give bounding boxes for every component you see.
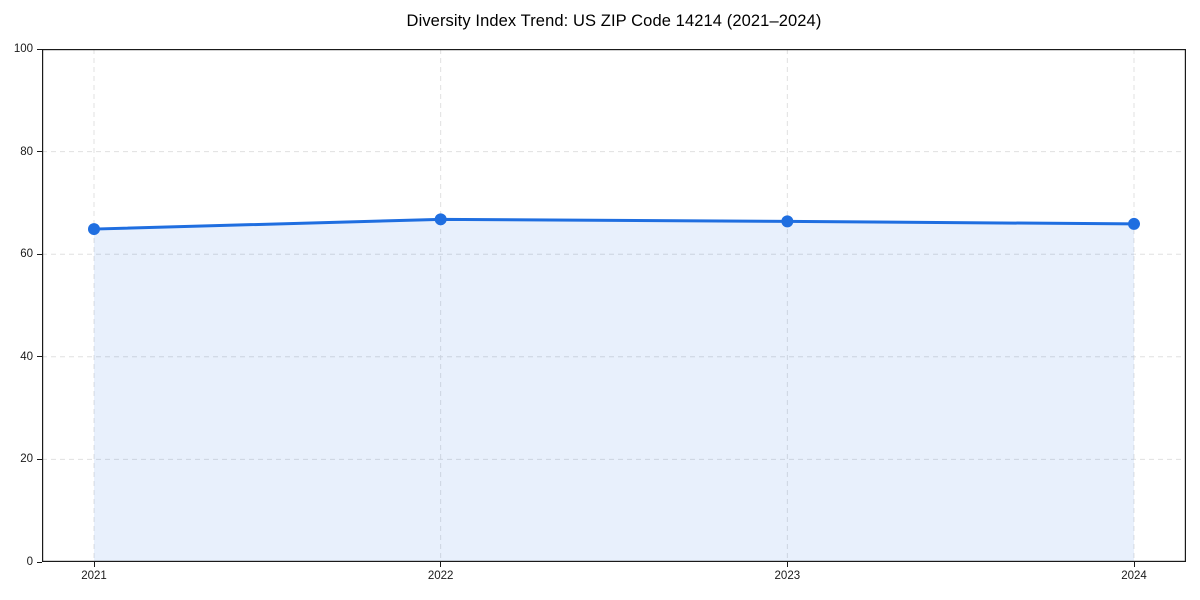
y-tick-label: 100 (13, 43, 33, 55)
y-tick-mark (37, 48, 42, 50)
x-tick-label: 2023 (774, 570, 801, 582)
area-fill (94, 219, 1134, 562)
y-tick-mark (37, 458, 42, 460)
data-point (88, 223, 100, 236)
data-point (434, 213, 447, 226)
data-point (781, 215, 794, 228)
y-tick-mark (37, 356, 42, 358)
x-tick-label: 2024 (1121, 570, 1147, 582)
data-point (1128, 217, 1140, 230)
y-tick-label: 0 (26, 556, 33, 568)
y-tick-mark (37, 151, 42, 153)
x-tick-mark (1133, 562, 1135, 567)
y-tick-label: 20 (20, 453, 33, 466)
trend-line (92, 217, 1136, 231)
y-tick-mark (37, 561, 42, 563)
plot-border (42, 49, 1186, 562)
x-tick-mark (93, 562, 95, 567)
y-tick-mark (37, 253, 42, 255)
chart-title: Diversity Index Trend: US ZIP Code 14214… (406, 12, 822, 30)
y-tick-label: 80 (20, 145, 33, 158)
x-tick-mark (440, 562, 442, 567)
chart-canvas (42, 49, 1186, 562)
plot-area (42, 49, 1186, 562)
x-tick-label: 2021 (81, 570, 107, 582)
y-tick-label: 60 (20, 248, 33, 261)
x-tick-label: 2022 (427, 570, 454, 582)
y-tick-label: 40 (20, 350, 33, 363)
x-tick-mark (786, 562, 788, 567)
